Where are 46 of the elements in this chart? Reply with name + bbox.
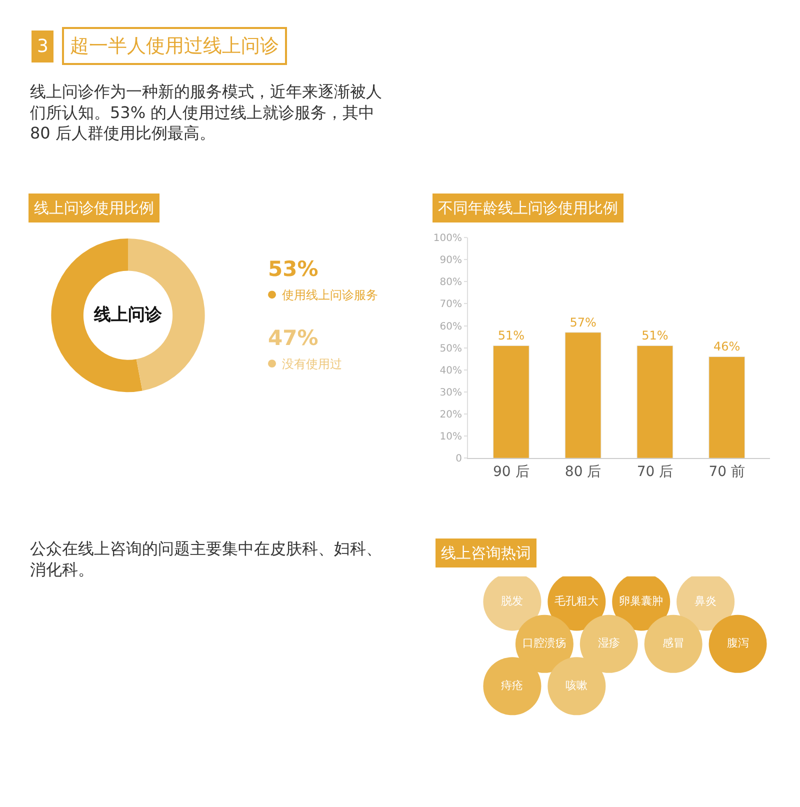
category-label: 脱发 xyxy=(501,594,524,608)
y-tick-label: 100% xyxy=(433,232,462,244)
category-label: 感冒 xyxy=(662,636,684,650)
y-tick-label: 0 xyxy=(456,454,462,465)
chart-title: 线上问诊使用比例 xyxy=(34,199,154,217)
y-tick-label: 60% xyxy=(440,321,462,332)
category-label: 咳嗽 xyxy=(566,678,588,692)
legend-label: 使用线上问诊服务 xyxy=(282,288,378,302)
y-tick-label: 80% xyxy=(440,277,462,288)
category-label: 毛孔粗大 xyxy=(554,594,599,608)
bar xyxy=(564,332,602,458)
category-label: 腹泻 xyxy=(726,636,749,650)
y-tick-label: 90% xyxy=(440,255,462,266)
bar xyxy=(708,356,746,458)
legend-label: 没有使用过 xyxy=(282,357,342,371)
y-tick-label: 10% xyxy=(440,432,462,443)
category-label: 痔疮 xyxy=(501,678,524,692)
x-tick-label: 90 后 xyxy=(493,464,530,480)
y-tick-label: 50% xyxy=(440,343,462,354)
data-label: 51% xyxy=(498,328,524,343)
text: 线上问诊作为一种新的服务模式，近年来逐渐被人们所认知。53% 的人使用过线上就诊服务，其中 80 后人群使用比例最高。 xyxy=(30,82,382,143)
category-label: 鼻炎 xyxy=(694,594,717,608)
text: 线上问诊 xyxy=(93,305,163,325)
y-tick-label: 70% xyxy=(440,299,462,310)
text: 超一半人使用过线上问诊 xyxy=(70,35,279,57)
text: 3 xyxy=(37,36,48,57)
data-label: 57% xyxy=(570,315,596,330)
y-tick-label: 20% xyxy=(440,410,462,421)
y-tick-label: 30% xyxy=(440,387,462,398)
x-tick-label: 70 前 xyxy=(708,464,745,480)
category-label: 卵巢囊肿 xyxy=(619,594,664,608)
donut-slice xyxy=(128,238,205,391)
text: 公众在线上咨询的问题主要集中在皮肤科、妇科、消化科。 xyxy=(30,539,382,579)
data-label: 47% xyxy=(268,326,318,350)
chart-title: 不同年龄线上问诊使用比例 xyxy=(438,199,618,217)
text: 线上咨询热词 xyxy=(441,544,531,562)
category-label: 湿疹 xyxy=(598,636,620,650)
bar xyxy=(492,345,530,458)
data-label: 53% xyxy=(268,257,318,281)
x-tick-label: 70 后 xyxy=(636,464,674,480)
data-label: 46% xyxy=(714,340,740,354)
data-label: 51% xyxy=(642,328,668,343)
bar xyxy=(636,345,674,458)
category-label: 口腔溃疡 xyxy=(522,636,566,650)
y-tick-label: 40% xyxy=(440,365,462,376)
x-tick-label: 80 后 xyxy=(564,464,602,480)
